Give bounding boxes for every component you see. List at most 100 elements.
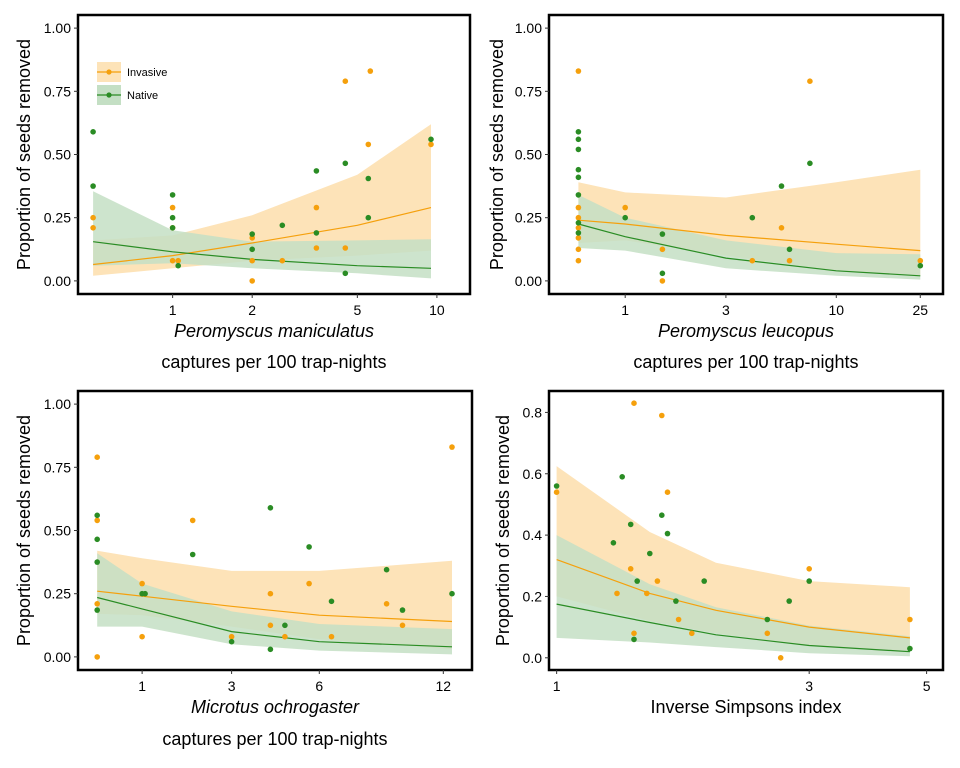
invasive-point — [659, 246, 666, 253]
native-point — [90, 129, 96, 135]
x-tick-label: 3 — [722, 302, 730, 318]
native-point — [267, 505, 274, 511]
native-fit-line — [578, 223, 921, 277]
invasive-point — [654, 578, 661, 584]
native-point — [399, 607, 406, 613]
y-tick-label: 0.00 — [44, 649, 71, 665]
x-tick-label: 10 — [429, 302, 445, 318]
native-point — [365, 175, 372, 182]
x-tick-label: 5 — [353, 302, 361, 318]
native-point — [189, 551, 196, 558]
y-tick-label: 0.50 — [44, 147, 71, 163]
y-tick-label: 0.0 — [523, 650, 543, 666]
legend: Invasive Native — [97, 62, 167, 105]
x-axis-label: Inverse Simpsons index — [650, 697, 841, 717]
panel-peromyscus-maniculatus: 0.00 0.25 0.50 0.75 1.00 1 2 5 10 Proportion of s… — [14, 13, 472, 372]
native-point — [342, 160, 349, 167]
invasive-point — [94, 601, 100, 607]
native-confidence-band — [578, 194, 921, 280]
native-point — [249, 231, 255, 237]
native-point — [94, 559, 100, 565]
x-axis-label: Peromyscus leucopus — [658, 321, 834, 341]
native-point — [575, 136, 582, 143]
invasive-point — [282, 633, 288, 640]
invasive-point — [627, 566, 634, 572]
native-point — [306, 544, 312, 550]
native-point — [267, 646, 274, 653]
invasive-point — [428, 141, 434, 148]
invasive-point — [189, 517, 196, 524]
x-tick-label: 10 — [828, 302, 844, 318]
y-tick-label: 0.50 — [515, 147, 542, 163]
x-axis-sublabel: captures per 100 trap-nights — [633, 352, 858, 372]
x-tick-label: 1 — [138, 678, 146, 694]
invasive-point — [342, 245, 349, 251]
invasive-point — [575, 246, 582, 253]
native-point — [673, 598, 679, 604]
y-tick-label: 0.8 — [523, 404, 543, 420]
native-point — [907, 645, 913, 652]
native-point — [749, 214, 756, 221]
native-fit-line — [97, 596, 453, 648]
x-tick-label: 2 — [248, 302, 256, 318]
native-point — [619, 474, 625, 480]
x-axis-sublabel: captures per 100 trap-nights — [161, 352, 386, 372]
invasive-point — [267, 590, 274, 597]
invasive-point — [614, 590, 620, 597]
invasive-point — [169, 257, 176, 264]
invasive-point — [367, 68, 374, 74]
native-point — [428, 136, 434, 143]
native-point — [313, 230, 320, 236]
x-tick-label: 25 — [912, 302, 928, 318]
native-point — [169, 225, 176, 231]
native-point — [94, 512, 100, 519]
native-point — [142, 590, 148, 597]
y-tick-label: 0.25 — [44, 210, 71, 226]
invasive-point — [806, 566, 812, 572]
native-point — [383, 566, 390, 573]
y-tick-label: 0.50 — [44, 523, 71, 539]
invasive-point — [267, 622, 274, 629]
y-tick-label: 0.4 — [523, 527, 543, 543]
legend-label: Invasive — [127, 67, 167, 79]
legend-marker — [106, 69, 112, 75]
native-point — [575, 220, 582, 226]
native-point — [365, 214, 372, 221]
plot-area — [553, 400, 913, 661]
native-point — [917, 262, 924, 269]
y-tick-label: 0.6 — [523, 466, 543, 482]
native-point — [313, 168, 320, 174]
invasive-point — [675, 616, 682, 623]
y-axis-label: Proportion of seeds removed — [14, 39, 34, 270]
invasive-point — [907, 616, 913, 623]
native-point — [575, 192, 582, 198]
invasive-point — [139, 580, 145, 587]
native-point — [449, 590, 455, 597]
native-point — [342, 270, 349, 277]
native-point — [659, 512, 665, 518]
invasive-point — [228, 633, 235, 640]
x-tick-label: 3 — [805, 678, 813, 694]
native-point — [575, 129, 582, 135]
invasive-point — [689, 630, 695, 637]
invasive-confidence-band — [578, 169, 921, 276]
invasive-point — [249, 278, 255, 284]
panel-frame — [547, 389, 945, 672]
panel-inverse-simpsons: 0.0 0.2 0.4 0.6 0.8 1 3 5 Proportion of seeds re… — [493, 389, 945, 717]
native-point — [701, 578, 707, 584]
y-tick-label: 1.00 — [44, 396, 71, 412]
x-tick-label: 12 — [436, 678, 452, 694]
native-fit-line — [556, 603, 910, 653]
native-point — [806, 578, 812, 584]
invasive-point — [399, 622, 406, 629]
native-point — [764, 616, 771, 623]
native-point — [90, 183, 96, 189]
native-confidence-band — [97, 553, 452, 655]
plot-area — [94, 444, 455, 660]
native-point — [622, 214, 628, 221]
invasive-point — [175, 257, 181, 264]
native-point — [94, 607, 100, 613]
invasive-point — [553, 489, 560, 496]
invasive-point — [764, 630, 771, 637]
native-point — [631, 636, 637, 643]
